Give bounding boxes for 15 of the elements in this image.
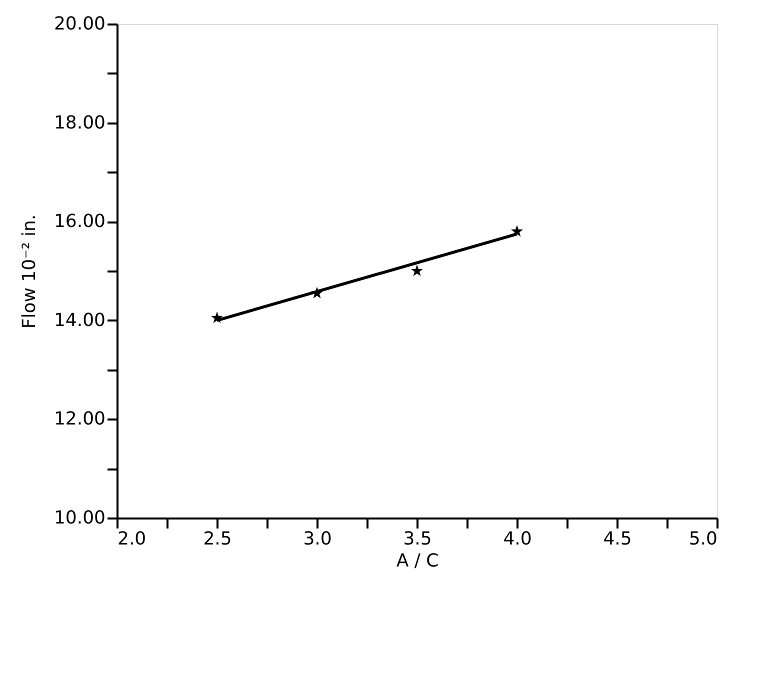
x-tick-label: 3.5 xyxy=(403,528,432,550)
y-tick-label: 18.00 xyxy=(54,112,106,134)
y-axis-title: Flow 10⁻² in. xyxy=(18,214,40,329)
y-tick-label: 14.00 xyxy=(54,310,106,331)
x-tick-label: 2.0 xyxy=(118,528,146,550)
x-tick-label: 3.0 xyxy=(303,528,332,550)
x-tick-label: 5.0 xyxy=(688,528,718,550)
y-tick-label: 12.00 xyxy=(54,408,106,430)
x-tick-label: 4.5 xyxy=(603,528,632,550)
x-tick-label: 4.0 xyxy=(503,528,532,550)
y-tick-label: 10.00 xyxy=(54,508,106,528)
y-tick-label: 20.00 xyxy=(54,14,106,34)
y-tick-label: 16.00 xyxy=(54,211,106,232)
x-tick-label: 2.5 xyxy=(203,528,232,550)
x-axis-title: A / C xyxy=(396,550,439,572)
